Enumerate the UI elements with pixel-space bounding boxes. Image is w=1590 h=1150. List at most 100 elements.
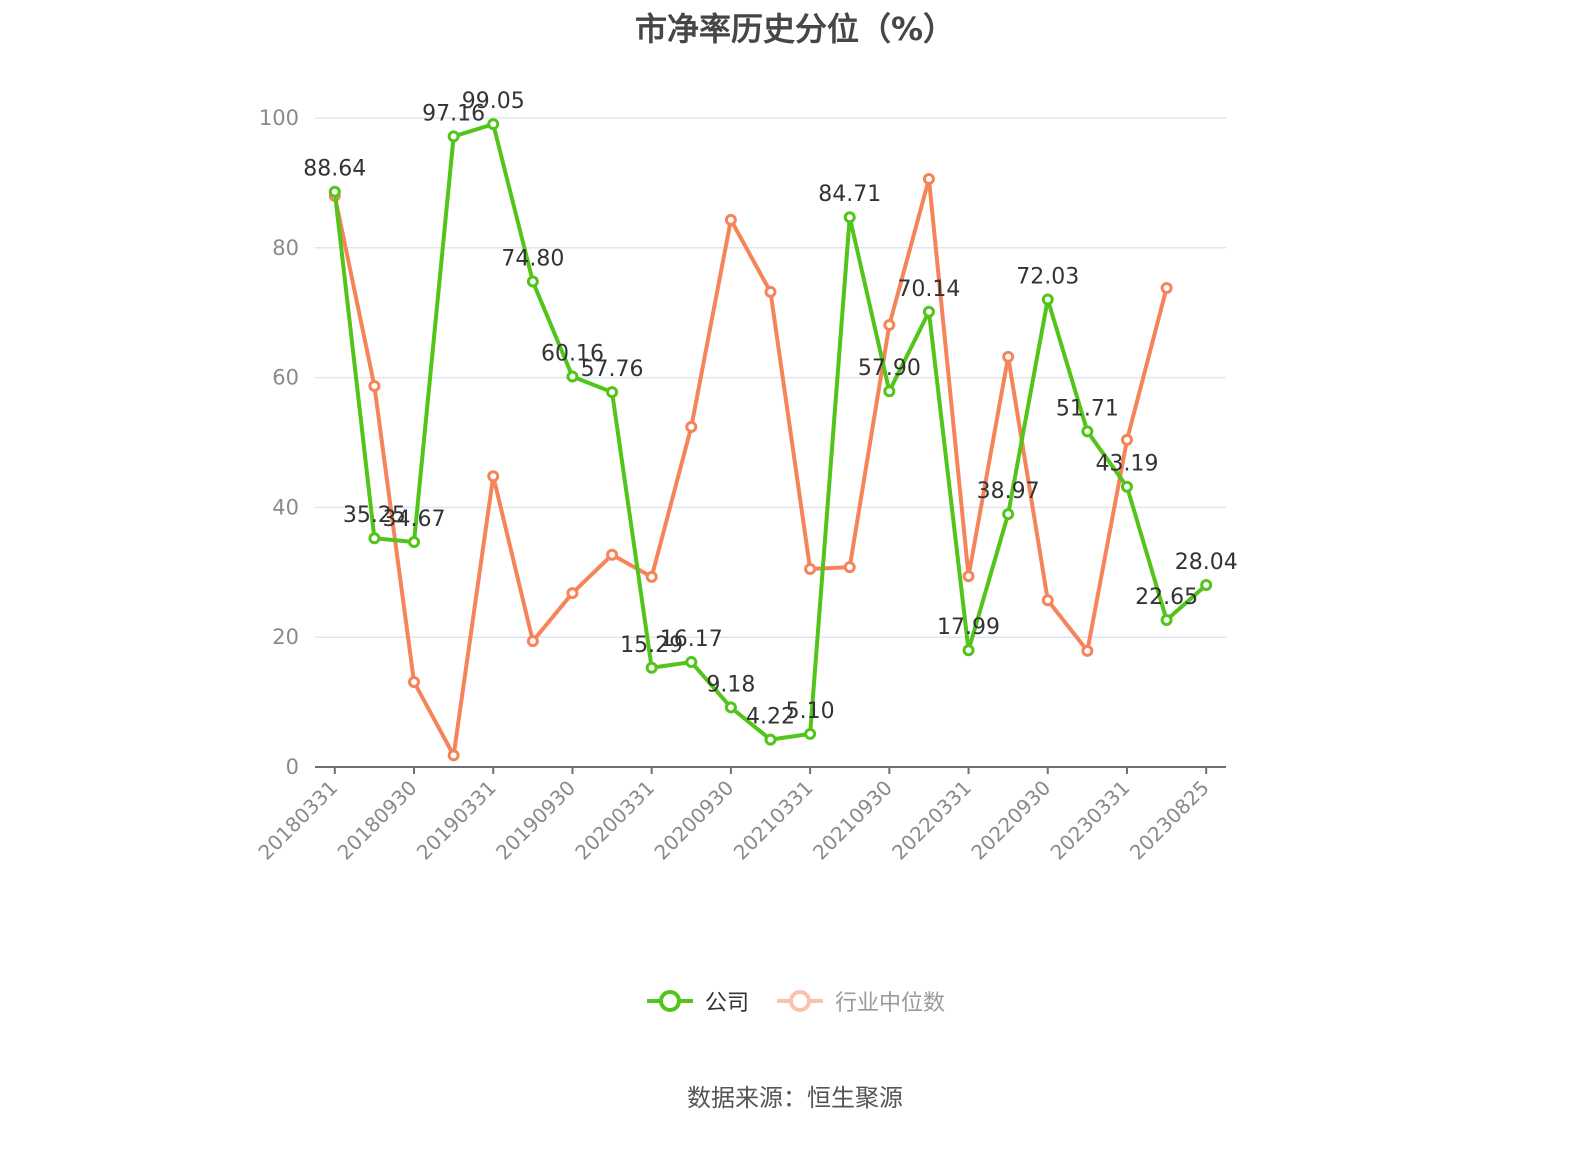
data-point[interactable] — [764, 285, 777, 298]
data-point[interactable] — [1120, 480, 1133, 493]
data-label: 88.64 — [303, 157, 366, 182]
data-point[interactable] — [922, 305, 935, 318]
data-point[interactable] — [962, 570, 975, 583]
data-point[interactable] — [566, 370, 579, 383]
data-label: 38.97 — [977, 479, 1040, 504]
x-tick-label: 20220331 — [887, 776, 976, 865]
series — [328, 118, 1213, 762]
legend-label-industry-median: 行业中位数 — [835, 991, 946, 1016]
data-point[interactable] — [487, 118, 500, 131]
x-tick-label: 20200930 — [649, 776, 738, 865]
data-point[interactable] — [1160, 282, 1173, 295]
legend-label-company: 公司 — [704, 991, 749, 1016]
data-label: 60.16 — [541, 342, 604, 367]
data-label: 72.03 — [1016, 265, 1079, 290]
data-point[interactable] — [1160, 614, 1173, 627]
grid-lines — [315, 117, 1226, 638]
data-label: 16.17 — [660, 627, 723, 652]
legend-item-industry-median[interactable]: 行业中位数 — [775, 985, 945, 1017]
data-point[interactable] — [447, 130, 460, 143]
legend-line-circle-icon — [777, 990, 823, 1012]
data-point[interactable] — [843, 211, 856, 224]
data-point[interactable] — [1041, 594, 1054, 607]
data-point[interactable] — [368, 380, 381, 393]
data-point[interactable] — [408, 535, 421, 548]
data-point[interactable] — [526, 275, 539, 288]
data-point[interactable] — [843, 561, 856, 574]
data-point[interactable] — [645, 570, 658, 583]
data-point[interactable] — [883, 385, 896, 398]
data-label: 84.71 — [818, 182, 881, 207]
data-point[interactable] — [408, 675, 421, 688]
data-point[interactable] — [606, 386, 619, 399]
data-label: 70.14 — [897, 277, 960, 302]
series-line-industry-median — [332, 177, 1169, 758]
y-tick-label: 80 — [272, 236, 299, 260]
data-point[interactable] — [804, 727, 817, 740]
x-tick-label: 20180930 — [333, 776, 422, 865]
data-point[interactable] — [1200, 579, 1213, 592]
data-point[interactable] — [764, 733, 777, 746]
y-tick-label: 0 — [286, 755, 299, 779]
data-point[interactable] — [1081, 644, 1094, 657]
x-tick-label: 20210331 — [729, 776, 818, 865]
data-point[interactable] — [724, 213, 737, 226]
data-point[interactable] — [804, 563, 817, 576]
data-point[interactable] — [487, 470, 500, 483]
line-chart: 0 20 40 60 80 100 2018033120180930201903312019… — [253, 89, 1237, 865]
data-label: 17.99 — [937, 615, 1000, 640]
data-label: 74.80 — [501, 247, 564, 272]
x-tick-label: 20200331 — [570, 776, 659, 865]
data-point[interactable] — [922, 173, 935, 186]
x-tick-label: 20190930 — [491, 776, 580, 865]
data-point[interactable] — [606, 548, 619, 561]
x-tick-label: 20190331 — [412, 776, 501, 865]
x-tick-label: 20220930 — [966, 776, 1055, 865]
x-tick-label: 20210930 — [808, 776, 897, 865]
data-label: 28.04 — [1175, 550, 1238, 575]
data-source-note: 数据来源：恒生聚源 — [687, 1084, 903, 1112]
data-point[interactable] — [685, 420, 698, 433]
data-label: 5.10 — [786, 699, 835, 724]
data-point[interactable] — [685, 656, 698, 669]
data-point[interactable] — [447, 749, 460, 762]
legend-line-circle-icon — [646, 990, 693, 1012]
data-point[interactable] — [1002, 350, 1015, 363]
legend: 公司 行业中位数 — [0, 985, 1590, 1017]
legend-item-company[interactable]: 公司 — [645, 985, 749, 1017]
chart-title: 市净率历史分位（%） — [634, 10, 956, 48]
y-tick-label: 60 — [272, 366, 299, 390]
data-label: 4.22 — [746, 705, 795, 730]
data-label: 51.71 — [1056, 396, 1119, 421]
data-point[interactable] — [368, 532, 381, 545]
data-label: 22.65 — [1135, 585, 1198, 610]
data-point[interactable] — [724, 701, 737, 714]
x-tick-label: 20230825 — [1125, 776, 1214, 865]
data-point[interactable] — [645, 661, 658, 674]
data-point[interactable] — [328, 185, 341, 198]
data-point[interactable] — [883, 319, 896, 332]
x-tick-label: 20180331 — [253, 776, 342, 865]
data-point[interactable] — [526, 635, 539, 648]
x-tick-label: 20230331 — [1046, 776, 1135, 865]
data-point[interactable] — [1081, 425, 1094, 438]
data-point[interactable] — [566, 587, 579, 600]
data-point[interactable] — [1041, 293, 1054, 306]
data-label: 97.16 — [422, 101, 485, 126]
data-label: 34.67 — [383, 507, 446, 532]
data-point[interactable] — [1120, 433, 1133, 446]
data-point[interactable] — [962, 644, 975, 657]
data-label: 57.76 — [581, 357, 644, 382]
y-tick-label: 40 — [272, 495, 299, 519]
data-label: 15.29 — [620, 633, 683, 658]
series-line-company — [332, 122, 1208, 742]
data-label: 99.05 — [462, 89, 525, 114]
y-tick-label: 100 — [259, 106, 299, 130]
y-tick-label: 20 — [272, 625, 299, 649]
data-point[interactable] — [1002, 508, 1015, 521]
axes: 0 20 40 60 80 100 2018033120180930201903312019… — [253, 106, 1226, 865]
data-label: 43.19 — [1095, 452, 1158, 477]
data-label: 57.90 — [858, 356, 921, 381]
data-label: 9.18 — [706, 672, 755, 697]
